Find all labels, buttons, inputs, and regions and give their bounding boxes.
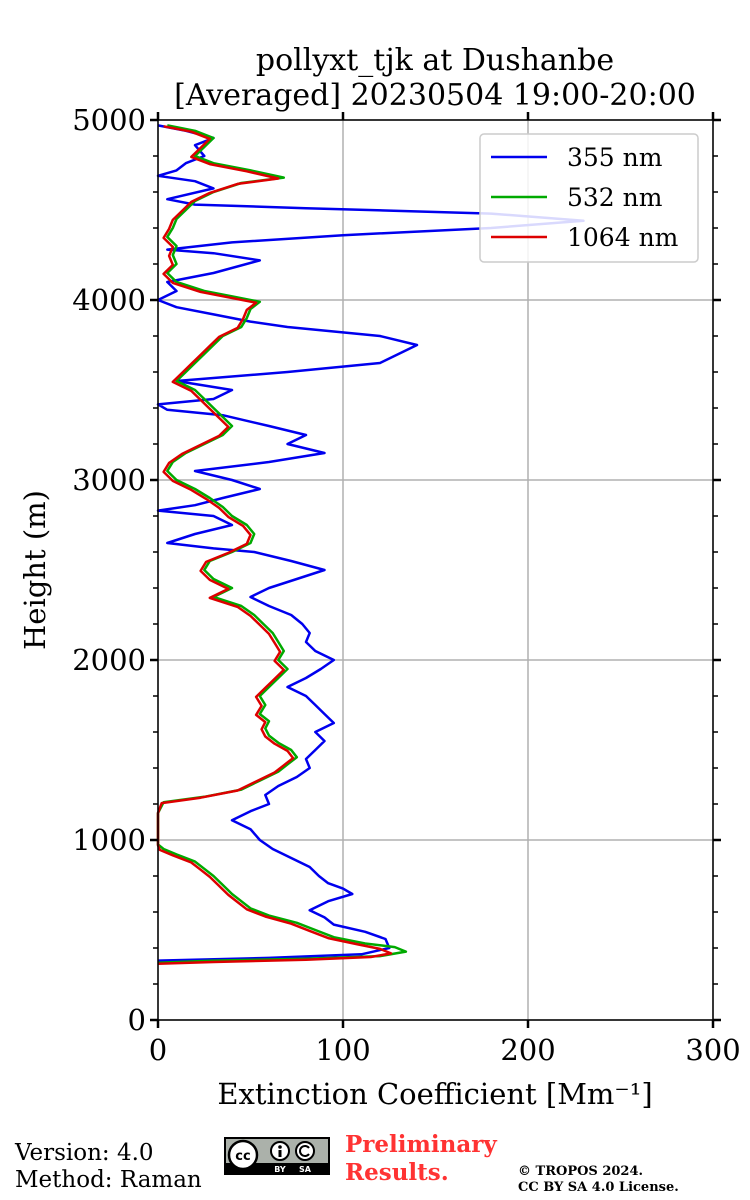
- series-line-1064-nm: [156, 125, 393, 966]
- y-tick-label: 1000: [72, 823, 146, 857]
- copyright-note: © TROPOS 2024. CC BY SA 4.0 License.: [518, 1164, 679, 1196]
- sa-icon: [295, 1141, 315, 1161]
- version-label: Version: 4.0: [15, 1140, 154, 1166]
- svg-text:SA: SA: [299, 1165, 312, 1174]
- legend-box: [479, 133, 699, 263]
- x-tick-label: 200: [500, 1033, 555, 1067]
- copyright-line-2: CC BY SA 4.0 License.: [518, 1180, 679, 1195]
- x-tick-label: 100: [315, 1033, 370, 1067]
- legend-entry: 1064 nm: [567, 223, 679, 252]
- legend: 355 nm 532 nm 1064 nm: [479, 133, 699, 263]
- cc-icon: [227, 1139, 259, 1171]
- y-tick-label: 5000: [72, 103, 146, 137]
- cc-license-badge: cc BY SA: [224, 1137, 330, 1175]
- series-line-355-nm: [156, 124, 585, 962]
- chart-title: pollyxt_tjk at Dushanbe: [255, 43, 615, 78]
- method-label: Method: Raman: [15, 1167, 202, 1193]
- y-tick-label: 3000: [72, 463, 146, 497]
- preliminary-results-note: Preliminary Results.: [345, 1131, 497, 1187]
- preliminary-line-2: Results.: [345, 1159, 449, 1186]
- series-lines: [156, 124, 585, 966]
- y-tick-label: 4000: [72, 283, 146, 317]
- chart-subtitle: [Averaged] 20230504 19:00-20:00: [174, 78, 696, 113]
- y-axis-label: Height (m): [18, 490, 52, 650]
- x-tick-label: 300: [685, 1033, 740, 1067]
- legend-entry: 532 nm: [567, 183, 663, 212]
- y-tick-label: 0: [128, 1003, 146, 1037]
- x-tick-label: 0: [149, 1033, 167, 1067]
- svg-text:cc: cc: [235, 1149, 250, 1164]
- x-axis-label: Extinction Coefficient [Mm⁻¹]: [217, 1077, 652, 1111]
- svg-text:BY: BY: [274, 1165, 286, 1174]
- copyright-line-1: © TROPOS 2024.: [518, 1164, 644, 1179]
- preliminary-line-1: Preliminary: [345, 1131, 497, 1158]
- y-tick-label: 2000: [72, 643, 146, 677]
- legend-entry: 355 nm: [567, 143, 663, 172]
- axis-ticks: [150, 112, 721, 1028]
- plot-frame: [157, 119, 714, 1021]
